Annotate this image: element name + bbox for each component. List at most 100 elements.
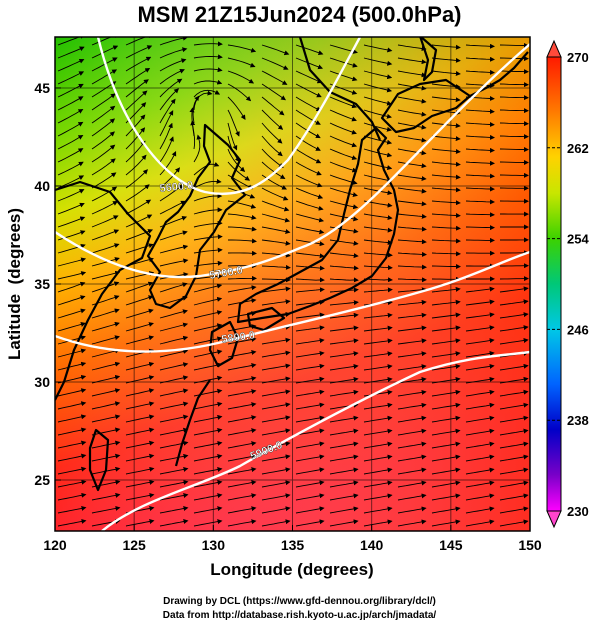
streamline <box>193 162 220 176</box>
streamline <box>57 505 87 514</box>
streamline <box>397 287 427 293</box>
streamline <box>431 325 461 332</box>
wind-streamlines <box>57 37 529 527</box>
streamline <box>329 506 359 514</box>
streamline <box>295 161 322 176</box>
streamline <box>261 264 291 270</box>
streamline <box>295 415 325 423</box>
y-tick-label: 45 <box>34 80 50 96</box>
streamline <box>397 122 427 130</box>
streamline <box>329 252 359 259</box>
streamline <box>228 238 257 244</box>
streamline <box>261 213 291 223</box>
colorbar-tick-label: 230 <box>567 504 589 519</box>
streamline <box>499 325 529 332</box>
streamline <box>125 479 155 488</box>
streamline <box>91 492 121 501</box>
streamline <box>499 276 529 282</box>
streamline <box>295 506 325 514</box>
streamline <box>227 337 257 345</box>
footer-credit-data: Data from http://database.rish.kyoto-u.a… <box>162 610 437 621</box>
contour-label-5800: 5800.0 <box>221 329 256 346</box>
streamline <box>397 148 427 156</box>
streamline <box>227 415 257 423</box>
streamline <box>329 109 357 122</box>
streamline <box>91 335 120 345</box>
streamline <box>499 286 529 293</box>
streamline <box>363 161 393 171</box>
streamline <box>397 389 427 397</box>
coastlines <box>55 37 529 492</box>
streamline <box>431 389 461 397</box>
streamline <box>295 287 325 293</box>
streamline <box>397 187 427 194</box>
contour-5800 <box>55 250 530 353</box>
x-tick-label: 120 <box>43 537 67 553</box>
streamline <box>499 338 529 345</box>
streamline <box>227 493 257 501</box>
streamline <box>57 230 86 241</box>
streamline <box>193 349 223 358</box>
streamline <box>91 427 121 436</box>
streamline <box>499 299 529 306</box>
streamline <box>431 251 461 257</box>
streamline <box>159 37 188 46</box>
contour-label-5600: 5600.0 <box>159 180 194 195</box>
streamline <box>431 454 461 462</box>
streamline <box>57 348 87 358</box>
streamline <box>91 388 121 397</box>
streamline <box>295 376 325 384</box>
streamline <box>125 308 154 319</box>
streamline <box>159 401 189 410</box>
streamline <box>125 45 153 59</box>
streamline <box>159 244 189 254</box>
streamline <box>57 202 85 215</box>
streamline <box>261 57 289 70</box>
streamline <box>397 135 427 143</box>
streamline <box>397 312 427 319</box>
japan-kyushu-coastline <box>208 320 240 368</box>
streamline <box>431 187 461 193</box>
streamline <box>159 136 174 163</box>
contour-5600 <box>96 37 362 195</box>
streamline <box>465 160 495 166</box>
streamline <box>193 440 223 449</box>
streamline <box>363 377 393 384</box>
streamline <box>465 428 495 436</box>
streamline <box>57 322 86 332</box>
streamline <box>57 308 86 319</box>
streamline <box>193 519 223 527</box>
streamline <box>499 363 529 371</box>
streamline <box>397 277 427 283</box>
streamline <box>295 135 321 151</box>
streamline <box>397 506 427 514</box>
streamline <box>57 453 87 462</box>
streamline <box>57 148 84 163</box>
streamline <box>91 414 121 423</box>
streamline <box>363 454 393 462</box>
streamline <box>431 135 461 142</box>
y-tick-label: 40 <box>34 178 50 194</box>
streamline <box>261 506 291 514</box>
streamline <box>295 428 325 436</box>
streamline <box>227 454 257 462</box>
streamline <box>91 69 118 85</box>
streamline <box>329 148 358 160</box>
streamline <box>329 351 359 358</box>
streamline <box>91 37 119 46</box>
streamline <box>465 363 495 371</box>
streamline <box>431 96 461 103</box>
streamline <box>363 351 393 358</box>
streamline <box>295 83 322 98</box>
streamline <box>125 37 153 46</box>
streamline <box>431 364 461 371</box>
streamline <box>397 174 427 181</box>
streamline <box>125 169 148 189</box>
streamline <box>363 519 393 527</box>
streamline <box>295 213 325 223</box>
streamline <box>159 47 188 59</box>
japan-shikoku-coastline <box>246 306 286 332</box>
streamline <box>397 264 427 270</box>
streamline <box>329 135 358 148</box>
streamline <box>465 389 495 397</box>
